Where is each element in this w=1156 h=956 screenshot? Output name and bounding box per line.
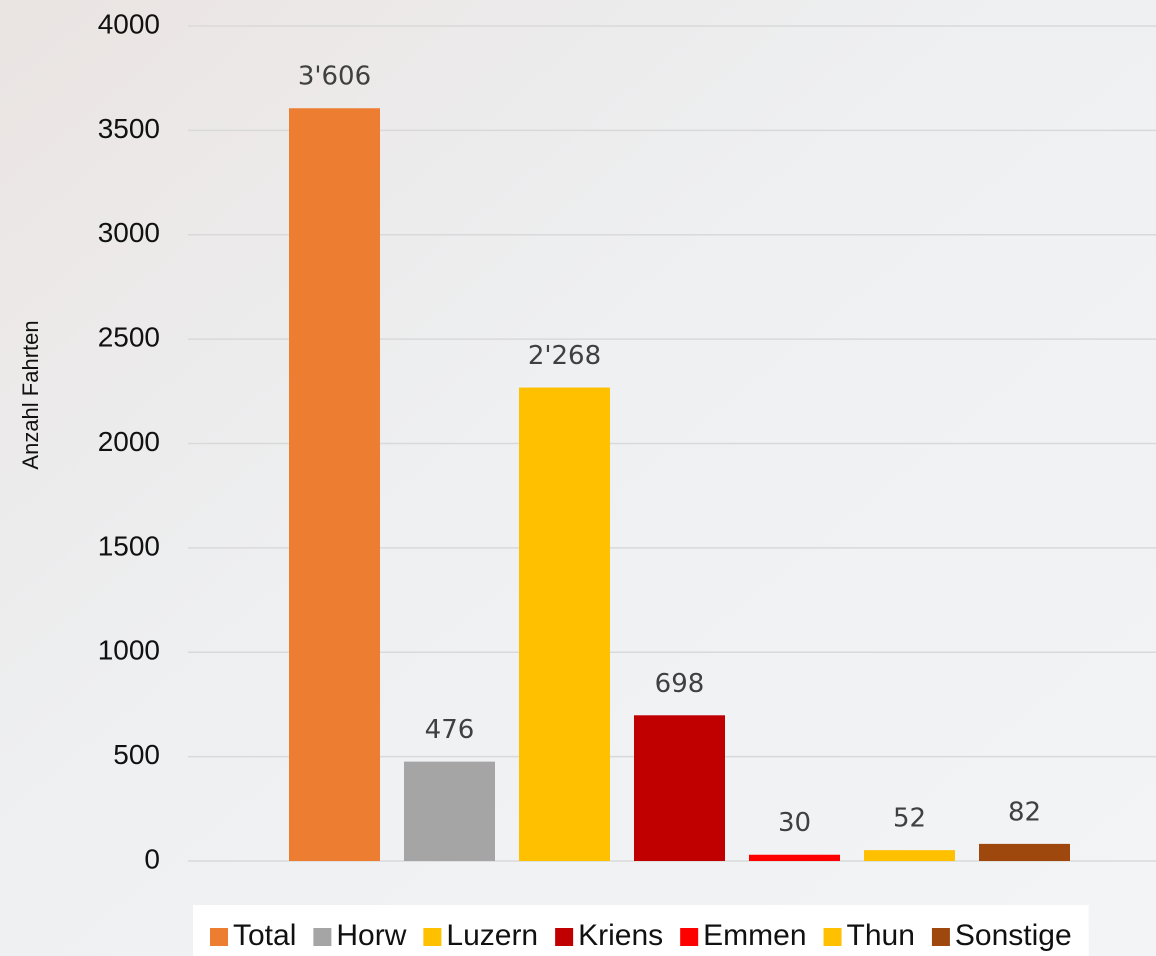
- y-tick-label: 3000: [98, 217, 160, 248]
- legend-swatch: [931, 928, 950, 946]
- legend-swatch: [210, 928, 228, 946]
- legend-swatch: [823, 928, 842, 946]
- legend-swatch: [555, 928, 574, 946]
- value-label: 30: [778, 808, 811, 838]
- y-axis-label: Anzahl Fahrten: [18, 320, 43, 469]
- bar: [519, 387, 610, 861]
- value-label: 698: [655, 669, 705, 699]
- y-tick-label: 4000: [98, 8, 160, 39]
- legend-label: Emmen: [703, 919, 806, 952]
- bar: [979, 843, 1070, 861]
- legend-label: Kriens: [578, 919, 663, 952]
- legend: Total Horw Luzern Kriens Emmen Thun Sonstige: [193, 905, 1089, 956]
- value-label: 82: [1008, 797, 1041, 827]
- y-tick-label: 1500: [98, 530, 160, 561]
- value-label: 52: [893, 804, 926, 834]
- bar: [289, 108, 380, 861]
- value-label: 2'268: [528, 341, 601, 371]
- bar: [404, 761, 495, 861]
- legend-label: Thun: [847, 919, 915, 952]
- y-tick-label: 0: [144, 843, 160, 874]
- y-tick-label: 3500: [98, 113, 160, 144]
- y-tick-label: 1000: [98, 635, 160, 666]
- legend-label: Horw: [336, 919, 406, 952]
- legend-swatch: [423, 928, 442, 946]
- value-label: 3'606: [298, 62, 371, 92]
- bar: [749, 854, 840, 861]
- y-tick-label: 500: [113, 739, 160, 770]
- legend-label: Total: [233, 919, 296, 952]
- y-tick-label: 2500: [98, 322, 160, 353]
- value-label: 476: [425, 715, 475, 745]
- legend-swatch: [313, 928, 332, 946]
- y-tick-label: 2000: [98, 426, 160, 457]
- bar: [864, 850, 955, 861]
- legend-label: Sonstige: [955, 919, 1072, 952]
- legend-label: Luzern: [446, 919, 538, 952]
- bar: [634, 715, 725, 861]
- legend-swatch: [680, 928, 699, 946]
